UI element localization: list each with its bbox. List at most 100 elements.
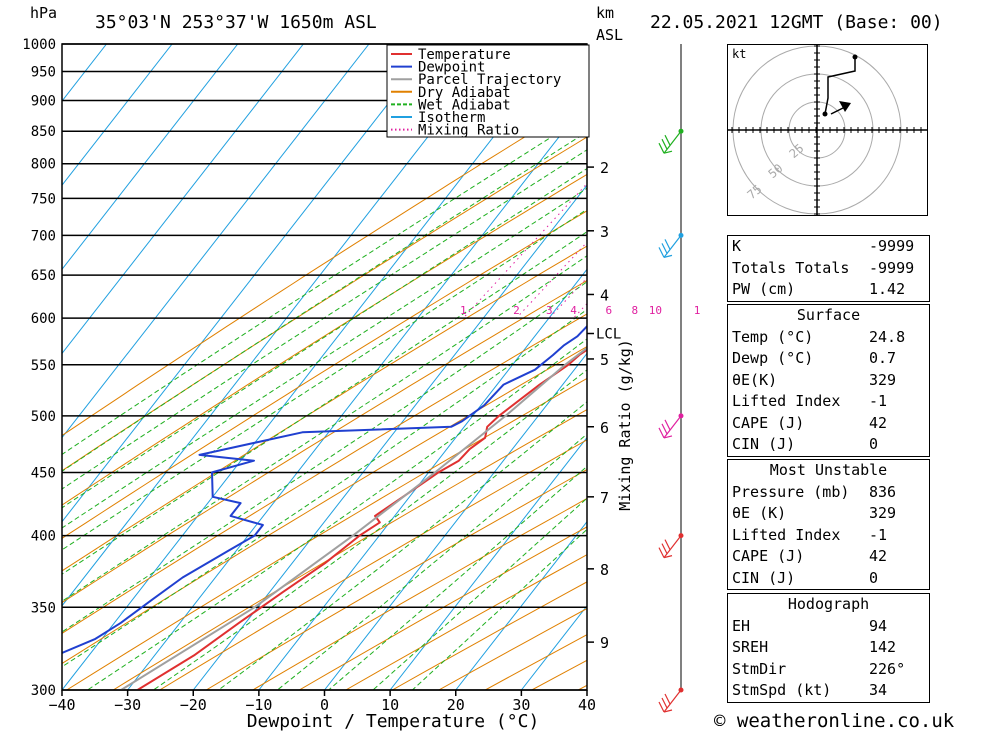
isotherm-line [62,44,304,355]
legend-box [386,44,590,138]
dry-adiabat-line [62,245,587,572]
x-axis-label: Dewpoint / Temperature (°C) [247,711,540,732]
mixing-ratio-line [635,44,700,318]
isotherm-line [62,44,436,523]
credit-link[interactable]: © weatheronline.co.uk [714,710,955,732]
mixing-ratio-label: 8 [631,304,638,317]
dry-adiabat-line [205,468,587,690]
height-tick-label: 8 [600,561,609,579]
wet-adiabat-line [87,338,587,690]
mixing-ratio-label: 3 [546,304,553,317]
dry-adiabat-line [671,44,700,690]
pressure-tick-label: 850 [31,124,56,140]
dry-adiabat-line [252,497,587,690]
wet-adiabat-line [62,187,587,529]
dry-adiabat-line [159,439,587,690]
dry-adiabat-line [62,210,587,539]
isotherm-line [258,268,587,690]
wet-adiabat-line [62,281,587,633]
wet-adiabat-line [328,465,587,690]
legend-entry: Dry Adiabat [418,85,511,101]
mixing-ratio-label: 10 [649,304,662,317]
dry-adiabat-line [438,607,587,690]
dry-adiabat-line [62,173,587,506]
wet-adiabat-line [62,308,587,668]
location-title: 35°03'N 253°37'W 1650m ASL [95,12,377,33]
height-unit-km: km [596,4,615,22]
wind-barb [658,533,684,559]
isotherm-line [455,520,587,690]
profile-series [62,324,587,690]
x-tick-label: 40 [578,696,596,714]
isotherm-line [62,44,501,607]
isotherm-line [62,44,239,271]
pressure-tick-label: 1000 [22,37,56,53]
mixing-ratio-label: 1 [460,304,467,317]
indices-table: K -9999 Totals Totals -9999 PW (cm) 1.42 [727,235,930,302]
plot-frame [61,43,588,691]
pressure-tick-label: 650 [31,268,56,284]
mixing-ratio-label: 6 [605,304,612,317]
isotherm-line [62,44,567,690]
mixing-ratio-axis-label: Mixing Ratio (g/kg) [616,339,634,511]
pressure-tick-label: 800 [31,157,56,173]
hodograph-table: Hodograph EH 94 SREH 142 StmDir 226° StmSpd… [727,593,930,703]
axes: 3003504004505005506006507007508008509009… [22,37,621,714]
wind-barb-column [658,44,684,713]
dry-adiabat-line [578,684,587,690]
wet-adiabat-line [62,149,587,490]
skew-t-chart: 3003504004505005506006507007508008509009… [22,37,700,732]
dry-adiabat-line [62,136,587,472]
pressure-isobars [62,43,587,691]
wind-barb [658,687,684,713]
hodograph-point [822,111,828,117]
mixing-ratio-line [655,44,700,318]
pressure-tick-label: 350 [31,600,56,616]
isotherm-line [127,100,587,690]
dry-adiabat-line [66,377,587,690]
pressure-tick-label: 750 [31,191,56,207]
most-unstable-title: Most Unstable [769,461,888,479]
storm-motion-arrowhead [839,101,851,112]
pressure-tick-label: 700 [31,228,56,244]
pressure-tick-label: 450 [31,465,56,481]
dry-adiabat-line [62,279,587,604]
wet-adiabat-line [62,231,587,575]
dry-adiabat-line [62,313,587,634]
legend-entry: Wet Adiabat [418,97,511,113]
hodograph-plot: kt 25 50 75 [727,44,928,216]
mixing-ratio-label: 4 [570,304,577,317]
surface-title: Surface [796,306,861,324]
dry-adiabat-line [62,346,587,665]
wet-adiabat-line [277,433,587,690]
pressure-tick-label: 300 [31,683,56,699]
x-tick-label: −10 [245,696,272,714]
height-tick-label: 9 [600,634,609,652]
hodograph-trace [824,57,856,115]
legend-entry: Isotherm [418,110,485,126]
dry-adiabat-line [345,554,587,690]
height-unit-asl: ASL [596,26,624,44]
isotherm-line [192,184,587,690]
height-tick-label: 3 [600,223,609,241]
mixing-ratio-line [516,241,587,319]
dewpoint-line [62,324,587,655]
mixing-ratio-line [609,44,700,318]
x-tick-label: −20 [180,696,207,714]
x-tick-label: 30 [512,696,530,714]
pressure-tick-label: 950 [31,65,56,81]
pressure-tick-label: 550 [31,358,56,374]
hodograph-title: Hodograph [787,595,870,613]
wet-adiabat-line [62,131,587,472]
wet-adiabat-line [62,167,587,509]
height-tick-label: 4 [600,286,609,304]
legend-entry: Dewpoint [418,60,485,76]
datetime-title: 22.05.2021 12GMT (Base: 00) [650,12,943,33]
most-unstable-table: Most Unstable Pressure (mb) 836 θE (K) 329… [727,459,930,590]
legend-entry: Temperature [418,47,511,63]
height-tick-label: 2 [600,159,609,177]
hodograph-point [852,54,858,60]
legend-entry: Parcel Trajectory [418,72,561,88]
hodograph-unit-label: kt [732,47,746,61]
